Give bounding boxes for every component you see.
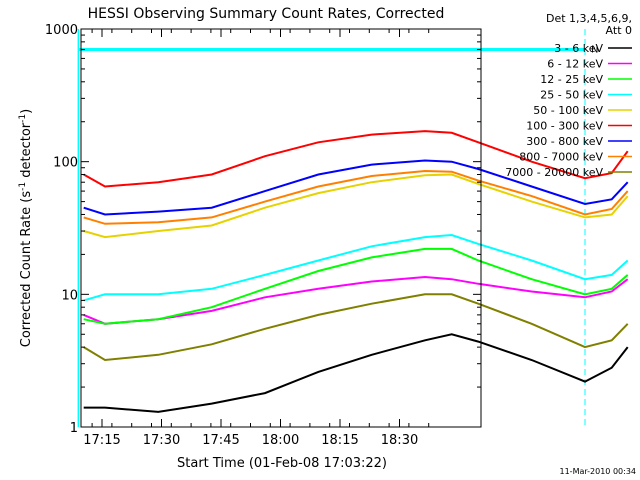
y-tick-label: 10 xyxy=(61,288,78,303)
y-tick-label: 1 xyxy=(70,421,78,436)
series-line xyxy=(83,233,629,302)
legend-header: Att 0 xyxy=(606,24,632,37)
legend-label: 25 - 50 keV xyxy=(540,89,603,102)
x-tick-label: 18:15 xyxy=(321,433,358,448)
flag-label: N xyxy=(591,45,598,56)
series-line xyxy=(83,293,629,362)
x-axis-label: Start Time (01-Feb-08 17:03:22) xyxy=(177,456,387,471)
chart-title: HESSI Observing Summary Count Rates, Cor… xyxy=(88,6,445,22)
y-tick-label: 1000 xyxy=(45,23,78,38)
x-tick-label: 18:30 xyxy=(381,433,418,448)
legend-header: Det 1,3,4,5,6,9, xyxy=(546,12,632,25)
legend-label: 12 - 25 keV xyxy=(540,73,603,86)
legend: Det 1,3,4,5,6,9,Att 03 - 6 keV 6 - 12 keV… xyxy=(505,12,632,179)
x-tick-label: 17:15 xyxy=(83,433,120,448)
legend-label: 800 - 7000 keV xyxy=(519,151,603,164)
footer-date: 11-Mar-2010 00:34 xyxy=(560,467,637,476)
legend-label: 6 - 12 keV xyxy=(547,58,603,71)
series-line xyxy=(83,173,629,239)
legend-label: 50 - 100 keV xyxy=(533,104,603,117)
y-axis-label: Corrected Count Rate (s-1 detector-1) xyxy=(18,109,34,347)
legend-label: 7000 - 20000 keV xyxy=(505,166,603,179)
x-axis: 17:15 17:30 17:45 18:00 18:15 18:30 xyxy=(83,29,430,448)
legend-label: 3 - 6 keV xyxy=(554,42,603,55)
y-tick-label: 100 xyxy=(53,156,78,171)
series-line xyxy=(83,159,629,216)
series-line xyxy=(83,130,629,188)
series-line xyxy=(83,169,629,225)
x-tick-label: 17:45 xyxy=(202,433,239,448)
legend-label: 100 - 300 keV xyxy=(526,120,603,133)
series-line xyxy=(83,247,629,325)
series-line xyxy=(83,333,629,413)
y-axis: 1 10 100 1000 xyxy=(45,23,481,436)
x-tick-label: 17:30 xyxy=(143,433,180,448)
x-tick-label: 18:00 xyxy=(262,433,299,448)
legend-label: 300 - 800 keV xyxy=(526,135,603,148)
plot-frame xyxy=(80,28,482,428)
plot-area: NS xyxy=(77,29,629,427)
